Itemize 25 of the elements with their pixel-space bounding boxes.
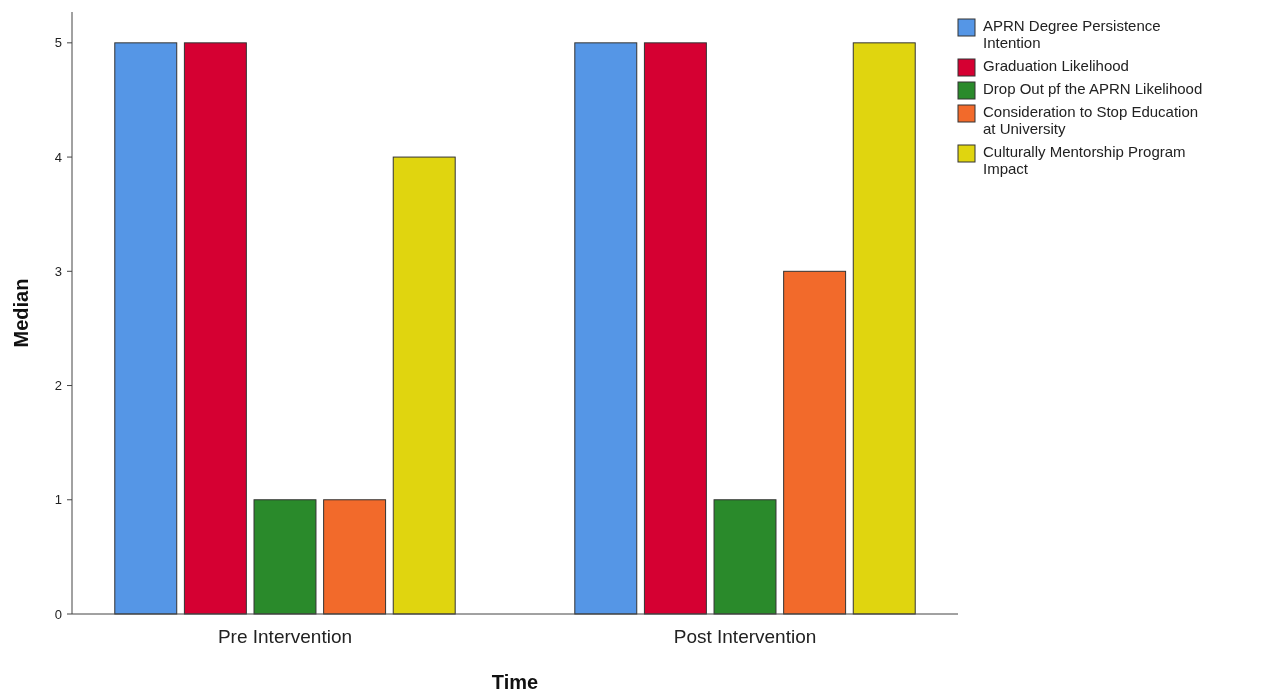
bar bbox=[574, 42, 638, 615]
x-tick-label: Pre Intervention bbox=[217, 626, 353, 647]
legend-label: APRN Degree Persistence Intention bbox=[983, 17, 1161, 51]
y-tick-label: 0 bbox=[54, 606, 62, 622]
y-axis-title: Median bbox=[10, 278, 32, 348]
y-tick-label: 4 bbox=[54, 149, 62, 165]
x-axis-title: Time bbox=[491, 671, 539, 693]
legend-label: Drop Out pf the APRN Likelihood bbox=[983, 80, 1203, 97]
legend-label: Consideration to Stop Education at University bbox=[983, 103, 1199, 137]
bar bbox=[114, 42, 178, 615]
y-tick-label: 2 bbox=[54, 378, 62, 394]
x-tick-label: Post Intervention bbox=[673, 626, 817, 647]
y-tick-label: 3 bbox=[54, 263, 62, 279]
bar bbox=[323, 499, 387, 615]
legend-label: Graduation Likelihood bbox=[983, 57, 1129, 74]
legend-label: Culturally Mentorship Program Impact bbox=[983, 143, 1186, 177]
bar bbox=[783, 270, 847, 615]
bar bbox=[713, 499, 777, 615]
bar bbox=[253, 499, 317, 615]
bar bbox=[643, 42, 707, 615]
y-tick-label: 1 bbox=[54, 492, 62, 508]
bar bbox=[852, 42, 916, 615]
y-tick-label: 5 bbox=[54, 35, 62, 51]
bar bbox=[392, 156, 456, 615]
bar bbox=[183, 42, 247, 615]
